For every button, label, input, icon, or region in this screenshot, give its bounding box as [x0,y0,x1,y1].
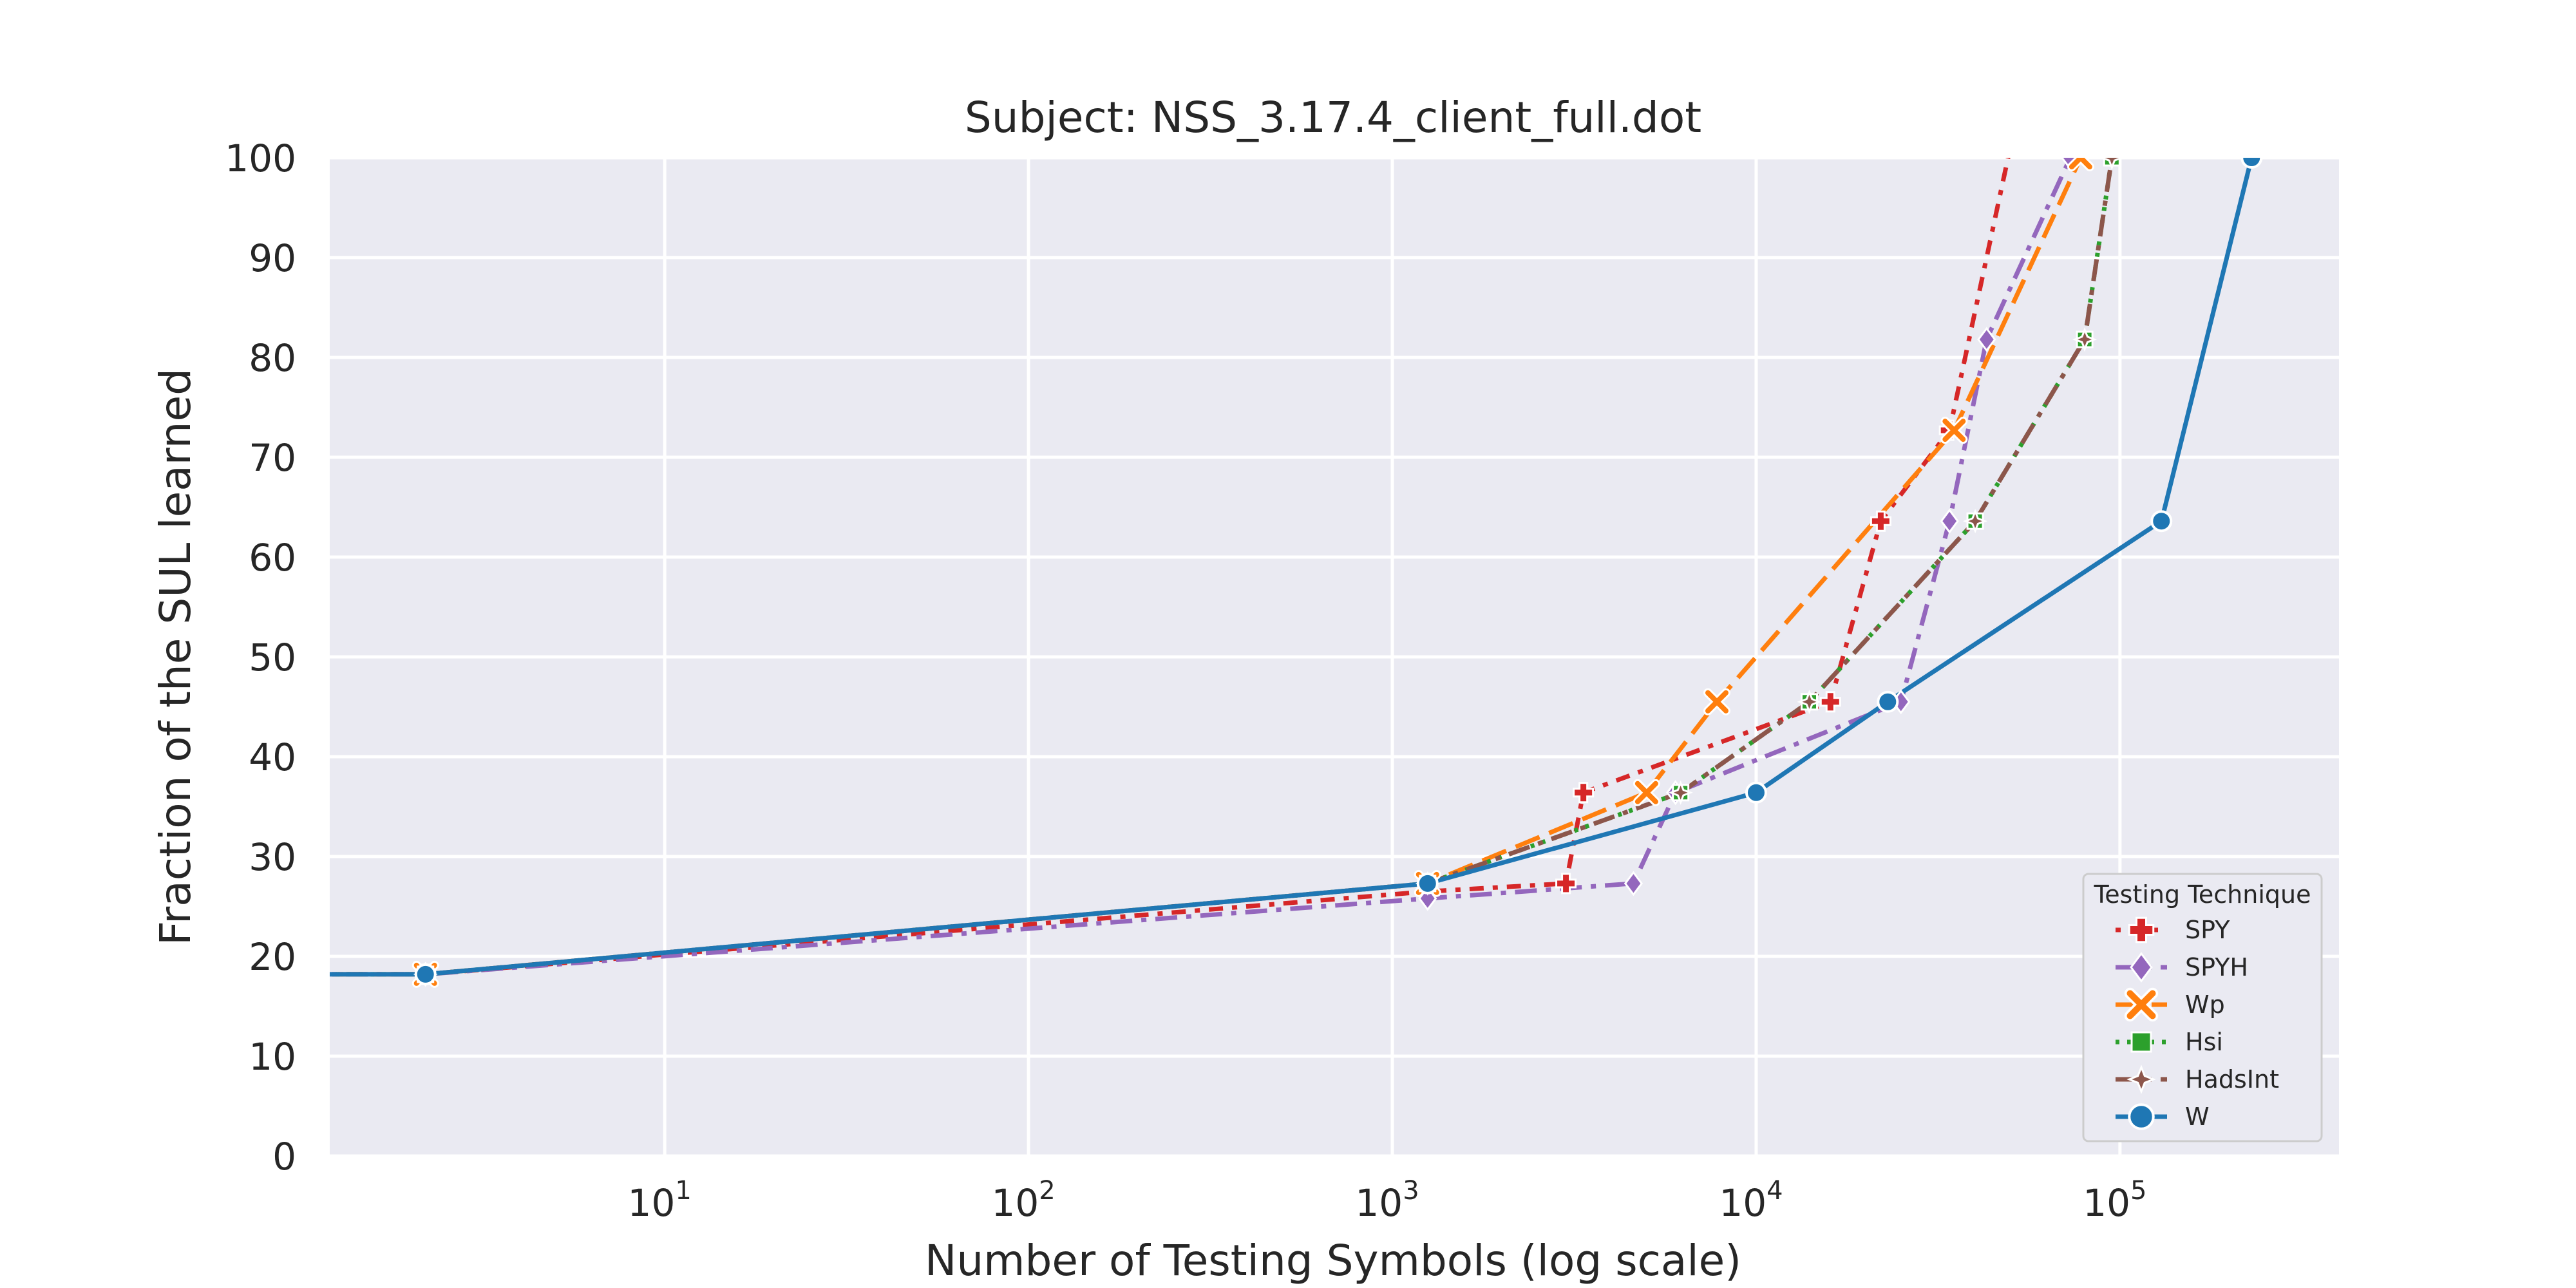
legend-entry: Wp [2116,987,2225,1022]
data-point [1624,871,1643,896]
legend-entry: Hsi [2116,1028,2223,1056]
y-tick-labels: 0 10 20 30 40 50 60 70 80 90 100 [225,137,296,1179]
data-point [2240,158,2263,169]
data-point [2150,510,2173,533]
data-point [1668,780,1693,805]
x-tick-label: 105 [2083,1176,2146,1225]
data-point [1555,873,1577,895]
data-point [2067,158,2094,171]
series-line [330,158,2072,977]
legend-label: Hsi [2185,1028,2223,1056]
y-tick-label: 80 [249,336,296,380]
data-point [2099,158,2125,171]
chart-title: Subject: NSS_3.17.4_client_full.dot [965,93,1701,142]
data-point [2130,952,2153,983]
data-point [1573,782,1595,804]
x-tick-label: 104 [1719,1176,1783,1225]
legend-label: W [2185,1103,2210,1131]
data-point [2072,327,2098,352]
data-point [2128,916,2155,943]
legend-label: SPYH [2185,953,2248,981]
y-tick-label: 0 [272,1135,296,1179]
legend: Testing Technique SPY SPYH Wp Hsi HadsInt W [2082,873,2323,1142]
data-point [2130,1031,2152,1053]
y-tick-label: 70 [249,436,296,480]
legend-entry: SPYH [2116,952,2248,983]
data-point [414,963,437,985]
legend-entries: SPY SPYH Wp Hsi HadsInt W [2116,916,2279,1131]
legend-label: Wp [2185,990,2225,1019]
data-point [2007,108,2026,128]
x-axis-title: Number of Testing Symbols (log scale) [925,1236,1741,1285]
data-point [2128,1103,2155,1130]
x-tick-labels: 101 102 103 104 105 [628,1176,2147,1225]
data-point [1633,779,1660,806]
y-axis-title: Fraction of the SUL learned [151,368,200,945]
legend-label: SPY [2185,916,2230,944]
legend-title: Testing Technique [2093,880,2311,909]
x-tick-label: 102 [991,1176,1055,1225]
data-point [1977,327,1996,352]
data-point [1703,688,1730,715]
data-point [1819,691,1841,713]
data-point [1962,509,1988,534]
y-tick-label: 60 [249,536,296,580]
data-point [1877,690,1899,713]
data-point [2126,1065,2156,1094]
data-point [1870,510,1891,532]
x-tick-label: 101 [628,1176,692,1225]
y-tick-label: 90 [249,236,296,280]
y-tick-label: 20 [249,935,296,979]
data-point [2124,987,2159,1022]
data-point [1940,508,1959,534]
data-point [1745,781,1767,804]
y-tick-label: 30 [249,835,296,879]
legend-entry: SPY [2116,916,2230,944]
y-tick-label: 10 [249,1035,296,1079]
data-point [1940,417,1968,444]
legend-entry: W [2116,1103,2210,1131]
x-tick-label: 103 [1355,1176,1419,1225]
data-point [1416,872,1439,895]
legend-entry: HadsInt [2116,1065,2279,1094]
legend-label: HadsInt [2185,1065,2279,1094]
series-markers [412,108,2263,988]
data-point [1797,689,1822,714]
y-tick-label: 40 [249,735,296,779]
y-tick-label: 50 [249,636,296,679]
y-tick-label: 100 [225,137,296,180]
